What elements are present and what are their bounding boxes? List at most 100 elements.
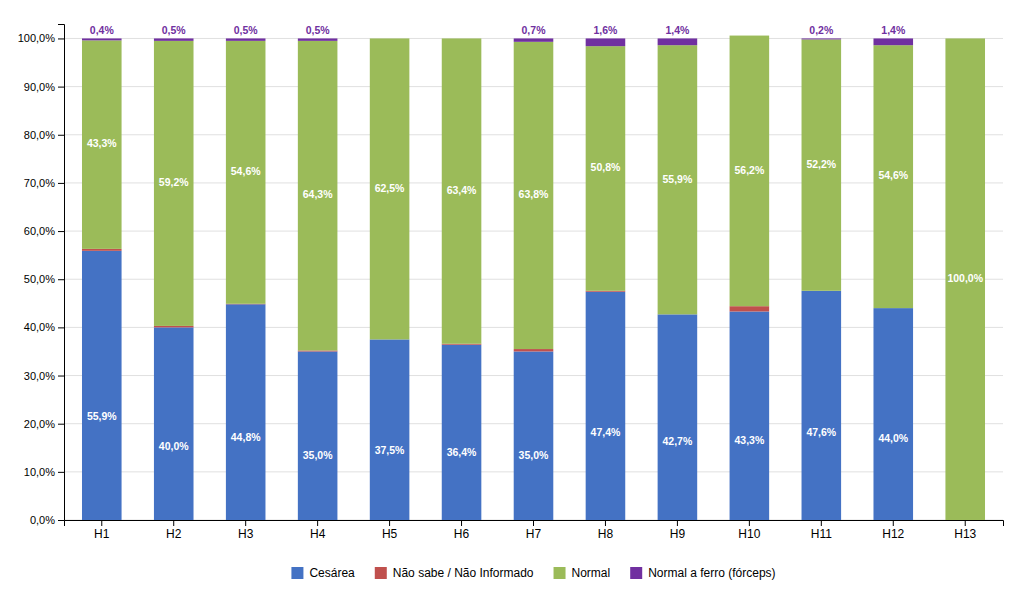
x-tick: H3: [238, 520, 254, 541]
x-tick-label: H13: [954, 527, 976, 541]
bar-segment: [945, 38, 985, 39]
bar-segment: [298, 41, 338, 351]
bar-segment: [658, 45, 698, 314]
chart: 0,0%10,0%20,0%30,0%40,0%50,0%60,0%70,0%8…: [0, 0, 1023, 598]
x-tick: H10: [738, 520, 760, 541]
x-tick: H2: [166, 520, 182, 541]
x-tick-mark: [965, 520, 966, 526]
y-tick-mark: [58, 38, 64, 39]
legend-label: Normal a ferro (fórceps): [648, 566, 775, 580]
y-tick-label: 50,0%: [24, 273, 55, 285]
x-tick-mark: [245, 520, 246, 526]
data-label: 100,0%: [947, 272, 983, 284]
bar-segment: [802, 291, 842, 520]
y-tick-label: 60,0%: [24, 225, 55, 237]
x-tick-mark: [677, 520, 678, 526]
bar-series: [82, 251, 913, 520]
bar-segment: [226, 41, 266, 304]
x-tick-mark: [389, 520, 390, 526]
data-label: 0,2%: [809, 24, 834, 36]
data-label: 56,2%: [734, 164, 764, 176]
data-label: 36,4%: [447, 446, 477, 458]
x-tick-label: H7: [526, 527, 542, 541]
y-tick: 30,0%: [24, 370, 64, 382]
y-axis: 0,0%10,0%20,0%30,0%40,0%50,0%60,0%70,0%8…: [18, 25, 65, 527]
x-axis-line: [65, 521, 1004, 527]
data-label: 44,0%: [878, 432, 908, 444]
bar-segment: [442, 345, 482, 520]
bar-segment: [370, 38, 410, 39]
bar-segment: [154, 41, 194, 326]
x-tick: H4: [310, 520, 326, 541]
x-tick-label: H11: [811, 527, 832, 541]
x-tick-label: H9: [670, 527, 686, 541]
bar-segment: [298, 351, 338, 520]
bar-segment: [658, 314, 698, 520]
bar-segment: [82, 249, 122, 251]
legend-swatch: [291, 567, 303, 579]
bar-segment: [154, 38, 194, 40]
bar-segment: [370, 38, 410, 339]
bar-segment: [658, 38, 698, 45]
x-tick-label: H3: [238, 527, 254, 541]
bar-segment: [873, 45, 913, 308]
y-tick-mark: [58, 376, 64, 377]
data-label: 42,7%: [663, 435, 693, 447]
y-tick: 20,0%: [24, 418, 64, 430]
bar-segment: [586, 46, 626, 291]
bar-segment: [370, 339, 410, 520]
bar-segment: [442, 38, 482, 39]
x-tick: H8: [598, 520, 614, 541]
x-tick-label: H1: [94, 527, 110, 541]
bar-segment: [82, 40, 122, 249]
x-tick: H1: [94, 520, 110, 541]
legend-item: Não sabe / Não Informado: [375, 566, 534, 580]
x-tick: H13: [954, 520, 976, 541]
x-tick-label: H6: [454, 527, 470, 541]
data-label: 40,0%: [159, 440, 189, 452]
bar-segment: [730, 311, 770, 520]
data-label: 52,2%: [806, 158, 836, 170]
y-tick-mark: [58, 472, 64, 473]
bar-segment: [873, 38, 913, 45]
bar-segment: [586, 38, 626, 46]
bar-segment: [514, 349, 554, 351]
bar-segment: [82, 38, 122, 40]
y-tick-label: 30,0%: [24, 370, 55, 382]
y-tick-label: 0,0%: [30, 514, 55, 526]
y-tick: 50,0%: [24, 273, 64, 285]
x-tick-label: H5: [382, 527, 398, 541]
data-label: 50,8%: [591, 161, 621, 173]
y-tick: 60,0%: [24, 225, 64, 237]
bars: [82, 36, 985, 520]
legend-swatch: [554, 567, 566, 579]
x-axis: H1H2H3H4H5H6H7H8H9H10H11H12H13: [65, 520, 1004, 541]
x-tick-label: H8: [598, 527, 614, 541]
y-tick: 80,0%: [24, 129, 64, 141]
data-label: 0,5%: [234, 24, 259, 36]
legend-item: Cesárea: [291, 566, 355, 580]
y-tick-mark: [58, 135, 64, 136]
x-tick-label: H2: [166, 527, 182, 541]
grid: [64, 38, 1003, 520]
data-label: 47,6%: [806, 426, 836, 438]
bar-series: [82, 36, 985, 520]
y-axis-line: [58, 25, 65, 521]
y-tick: 100,0%: [18, 32, 64, 44]
y-tick-mark: [58, 279, 64, 280]
y-tick: 40,0%: [24, 321, 64, 333]
y-tick: 0,0%: [30, 514, 64, 526]
x-tick-mark: [173, 520, 174, 526]
y-tick-label: 10,0%: [24, 466, 55, 478]
data-label: 64,3%: [303, 188, 333, 200]
y-tick: 90,0%: [24, 81, 64, 93]
bar-segment: [514, 38, 554, 41]
y-tick-mark: [58, 424, 64, 425]
y-tick-mark: [58, 87, 64, 88]
x-tick: H7: [526, 520, 542, 541]
y-tick-mark: [58, 183, 64, 184]
bar-segment: [730, 306, 770, 311]
plot-area: 0,0%10,0%20,0%30,0%40,0%50,0%60,0%70,0%8…: [18, 24, 1004, 540]
y-tick: 10,0%: [24, 466, 64, 478]
bar-segment: [82, 251, 122, 520]
